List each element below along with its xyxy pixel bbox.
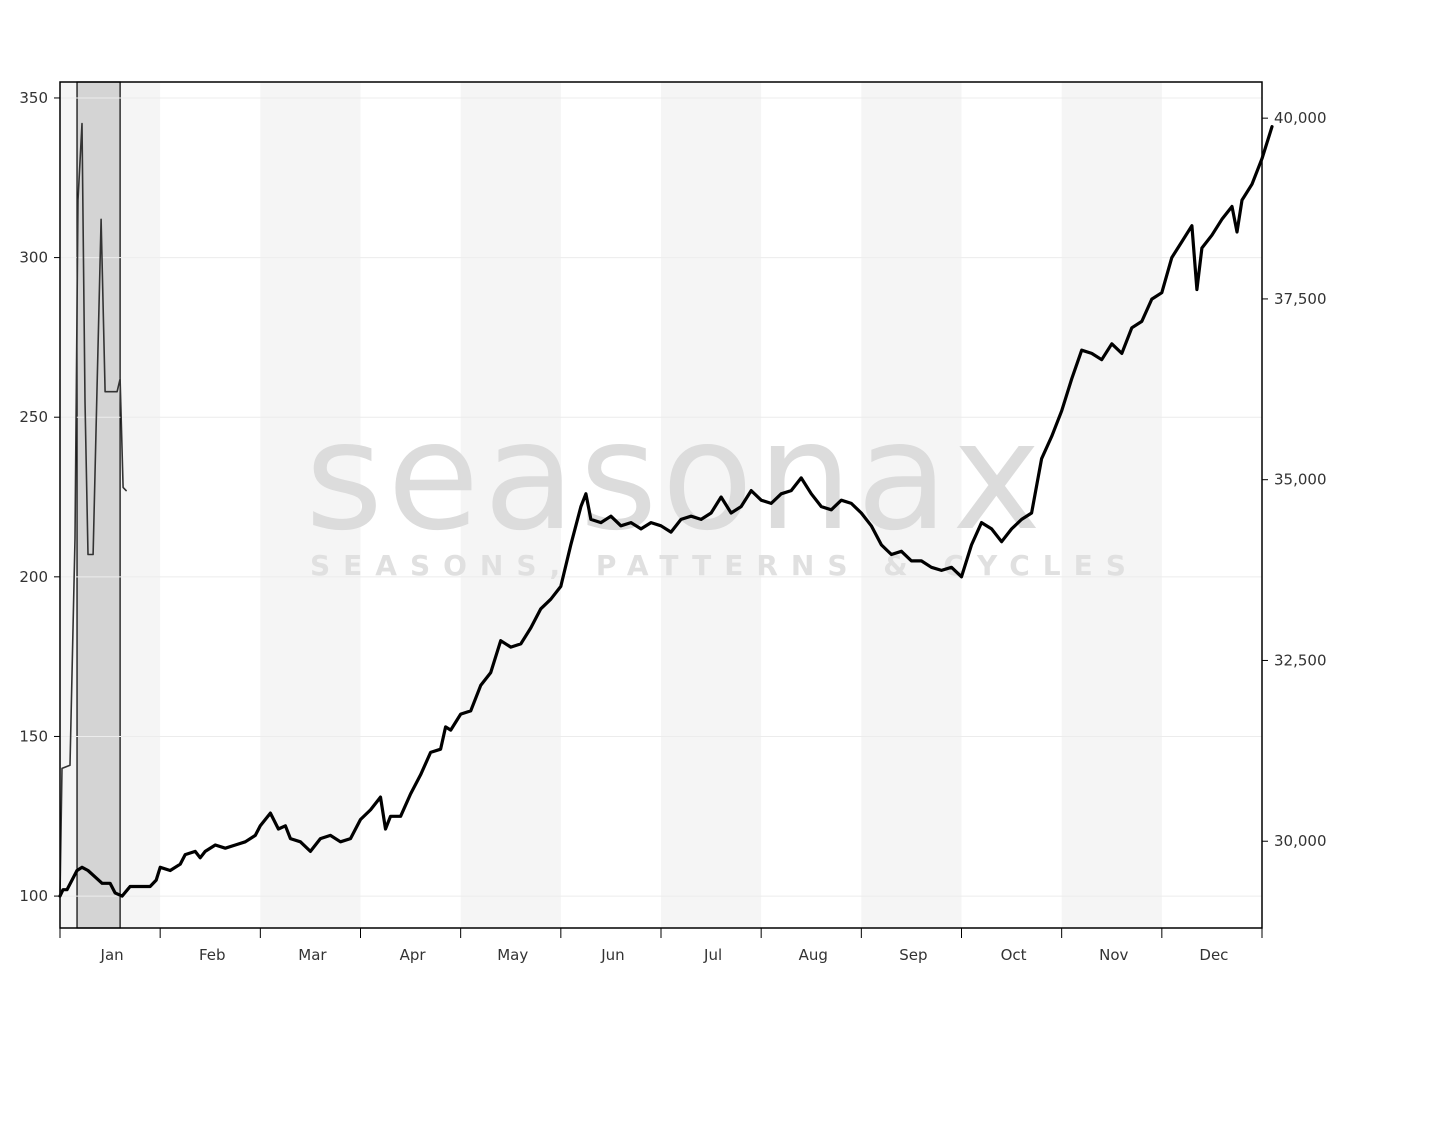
right-tick-label: 30,000 [1274,832,1327,850]
seasonal-line [58,125,1274,898]
month-band [460,82,561,928]
left-axis: 100 150 200 250 300 350 [19,89,60,905]
month-label: Mar [298,946,327,964]
month-label: Nov [1099,946,1128,964]
month-label: Dec [1199,946,1228,964]
month-label: Jun [600,946,624,964]
series-group [58,122,1274,898]
left-tick-label: 150 [19,727,48,745]
left-tick-label: 100 [19,887,48,905]
left-tick-label: 300 [19,249,48,267]
watermark-tagline: SEASONS, PATTERNS & CYCLES [310,549,1139,582]
month-band [260,82,361,928]
right-tick-label: 35,000 [1274,471,1327,489]
month-label: Sep [899,946,927,964]
watermark-brand: seasonax [305,390,1045,564]
month-label: Jul [703,946,722,964]
seasonax-watermark: seasonax SEASONS, PATTERNS & CYCLES [305,390,1139,582]
month-label: Feb [199,946,226,964]
left-tick-label: 350 [19,89,48,107]
right-tick-label: 37,500 [1274,290,1327,308]
month-label: Apr [400,946,427,964]
left-tick-label: 250 [19,408,48,426]
month-label: Oct [1001,946,1027,964]
month-label: Aug [799,946,828,964]
month-label: Jan [100,946,124,964]
month-band [861,82,962,928]
left-tick-label: 200 [19,568,48,586]
month-axis: Jan Feb Mar Apr May Jun Jul Aug Sep Oct Nov Dec [59,928,1263,964]
right-tick-label: 40,000 [1274,109,1327,127]
month-bands [60,82,1162,928]
right-tick-label: 32,500 [1274,651,1327,669]
month-band [661,82,762,928]
pattern-line [59,122,127,897]
right-axis: 30,000 32,500 35,000 37,500 40,000 [1262,109,1327,850]
month-band [1061,82,1162,928]
month-label: May [497,946,528,964]
gridlines [60,97,1262,897]
